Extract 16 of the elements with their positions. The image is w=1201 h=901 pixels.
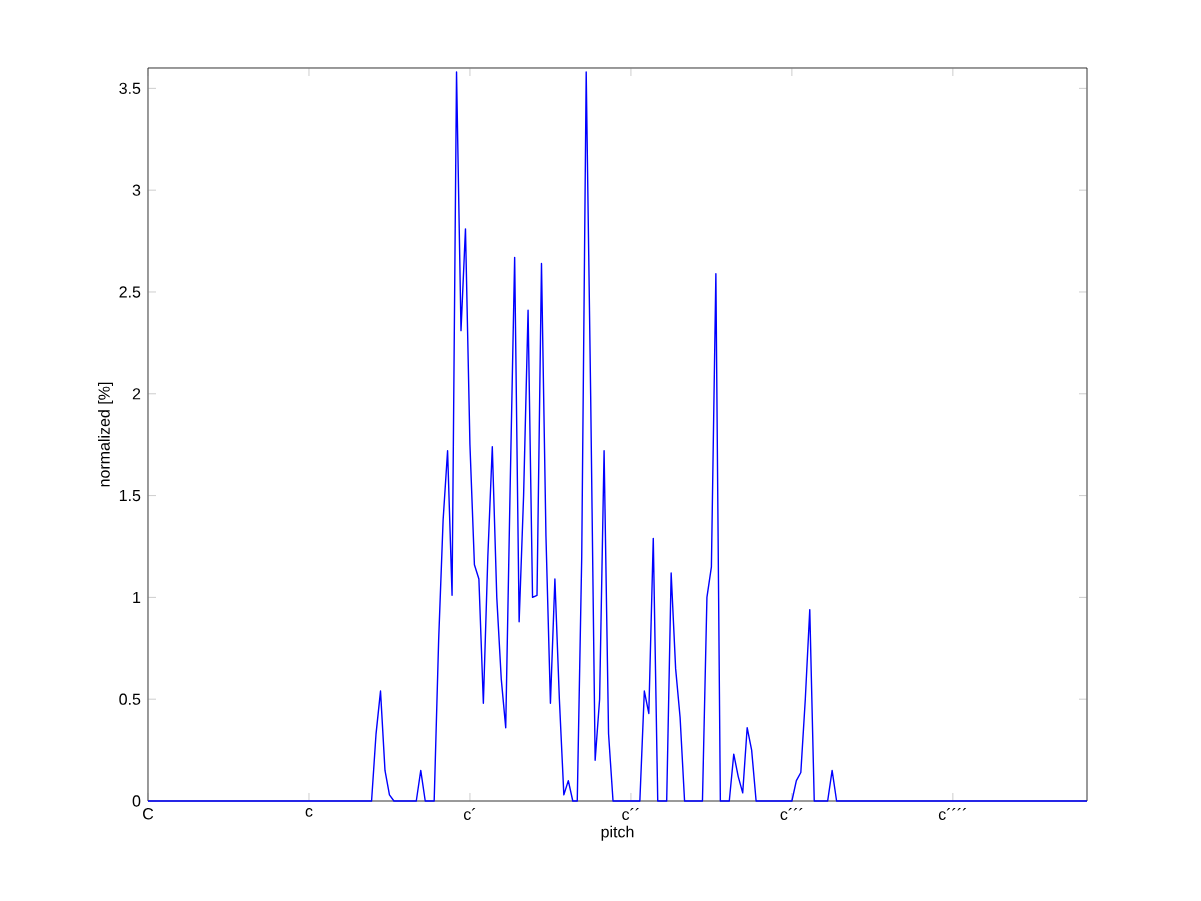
y-axis-title: normalized [%]: [98, 382, 113, 487]
x-tick-label: c´´: [622, 808, 639, 821]
y-tick-label: 0.5: [119, 693, 141, 705]
y-tick-label: 1: [133, 591, 141, 603]
x-tick-label: c: [305, 808, 313, 817]
x-tick-label: c´´´´: [938, 808, 967, 821]
y-tick-label: 3: [132, 184, 141, 196]
x-tick-label: c´: [463, 808, 476, 821]
y-tick-label: 0: [132, 795, 141, 807]
x-axis-title: pitch: [601, 825, 634, 841]
y-tick-label: 2: [132, 388, 141, 400]
x-tick-label: C: [143, 808, 154, 820]
x-tick-label: c´´´: [780, 808, 803, 821]
y-tick-label: 2.5: [119, 286, 141, 298]
y-tick-label: 1.5: [119, 490, 141, 502]
y-tick-label: 3.5: [119, 82, 141, 95]
